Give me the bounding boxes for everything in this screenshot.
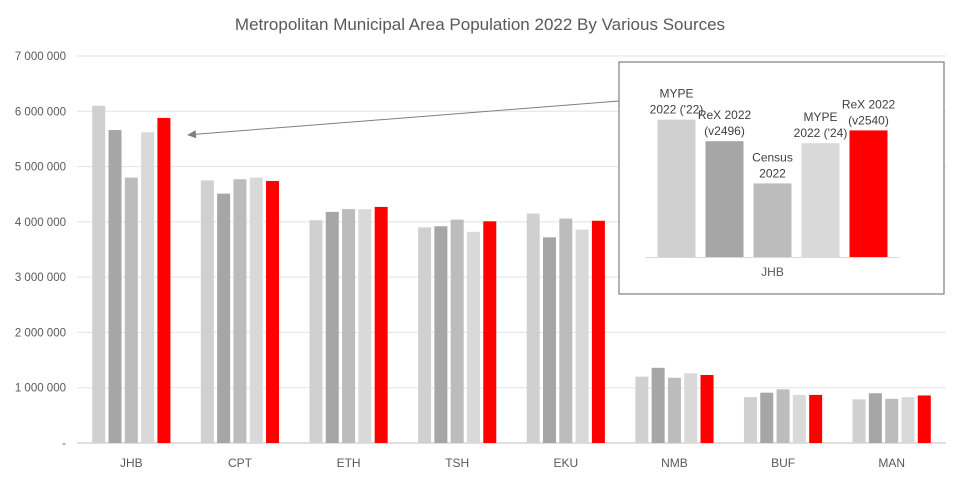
bar-eth-2 — [325, 211, 339, 443]
inset-bar-4 — [801, 143, 840, 257]
bar-nmb-5 — [700, 374, 714, 443]
bar-eku-2 — [543, 237, 557, 443]
x-tick-label: MAN — [878, 456, 905, 470]
bar-jhb-5 — [157, 117, 171, 444]
inset-bar-1 — [657, 119, 696, 257]
x-tick-label: EKU — [553, 456, 578, 470]
bar-man-4 — [901, 397, 915, 443]
x-tick-label: ETH — [337, 456, 361, 470]
bar-man-1 — [852, 399, 866, 443]
bar-cpt-4 — [249, 177, 263, 443]
bar-man-5 — [917, 395, 931, 443]
y-tick-label: 2 000 000 — [15, 327, 66, 339]
inset-callout-arrow — [187, 100, 620, 139]
y-tick-label: 7 000 000 — [15, 51, 66, 63]
bar-buf-2 — [760, 392, 774, 443]
inset-series-label: 2022 — [759, 166, 786, 180]
inset-series-label: MYPE — [659, 87, 693, 101]
bar-eku-3 — [559, 218, 573, 443]
inset-bar-5 — [849, 130, 888, 257]
inset-series-label: MYPE — [803, 110, 837, 124]
y-tick-label: 3 000 000 — [15, 272, 66, 284]
bar-eth-5 — [374, 206, 388, 443]
bar-nmb-2 — [651, 367, 665, 443]
x-tick-label: CPT — [228, 456, 253, 470]
y-tick-label: 6 000 000 — [15, 106, 66, 118]
x-tick-label: BUF — [771, 456, 795, 470]
bar-nmb-1 — [635, 376, 649, 443]
bar-tsh-3 — [450, 219, 464, 443]
inset-series-label: 2022 ('24) — [794, 126, 848, 140]
bar-cpt-1 — [200, 180, 214, 443]
bar-tsh-4 — [466, 231, 480, 443]
bar-jhb-4 — [141, 132, 155, 443]
chart-title: Metropolitan Municipal Area Population 2… — [235, 15, 725, 34]
inset-series-label: 2022 ('22) — [650, 103, 704, 117]
bar-eth-4 — [358, 209, 372, 443]
bar-jhb-1 — [92, 105, 106, 443]
y-tick-label: - — [62, 438, 66, 450]
y-axis: - 1 000 000 2 000 000 3 000 000 4 000 000 5 0… — [15, 51, 66, 450]
bar-eth-1 — [309, 220, 323, 443]
inset-bar-3 — [753, 183, 792, 257]
inset-x-tick-label: JHB — [761, 265, 784, 279]
inset-series-label: Census — [752, 150, 793, 164]
bar-eku-5 — [591, 220, 605, 443]
bar-cpt-3 — [233, 179, 247, 443]
bar-jhb-2 — [108, 130, 122, 443]
bar-man-2 — [868, 393, 882, 443]
y-tick-label: 5 000 000 — [15, 162, 66, 174]
x-tick-label: JHB — [120, 456, 143, 470]
y-tick-label: 1 000 000 — [15, 383, 66, 395]
inset-series-label: ReX 2022 — [842, 97, 896, 111]
bar-cpt-5 — [266, 180, 280, 443]
arrow-line — [193, 100, 620, 135]
bar-nmb-4 — [684, 373, 698, 443]
inset-bar-2 — [705, 141, 744, 257]
bar-tsh-1 — [418, 227, 432, 443]
bar-cpt-2 — [217, 193, 231, 443]
main-bars — [92, 105, 931, 444]
bar-eku-1 — [526, 213, 540, 443]
bar-nmb-3 — [667, 377, 681, 443]
bar-buf-1 — [743, 397, 757, 443]
bar-tsh-5 — [483, 221, 497, 443]
inset-series-label: (v2496) — [704, 124, 745, 138]
bar-buf-5 — [809, 394, 823, 443]
bar-eth-3 — [342, 209, 356, 443]
x-tick-label: TSH — [445, 456, 469, 470]
inset-series-label: (v2540) — [848, 113, 889, 127]
x-axis: JHB CPT ETH TSH EKU NMB BUF MAN — [120, 456, 905, 470]
y-tick-label: 4 000 000 — [15, 217, 66, 229]
arrow-head — [187, 130, 197, 139]
inset-series-label: ReX 2022 — [698, 108, 752, 122]
bar-man-3 — [885, 398, 899, 443]
x-tick-label: NMB — [661, 456, 688, 470]
bar-jhb-3 — [124, 177, 138, 443]
bar-eku-4 — [575, 229, 589, 443]
bar-tsh-2 — [434, 226, 448, 443]
bar-buf-3 — [776, 389, 790, 443]
bar-buf-4 — [792, 394, 806, 443]
